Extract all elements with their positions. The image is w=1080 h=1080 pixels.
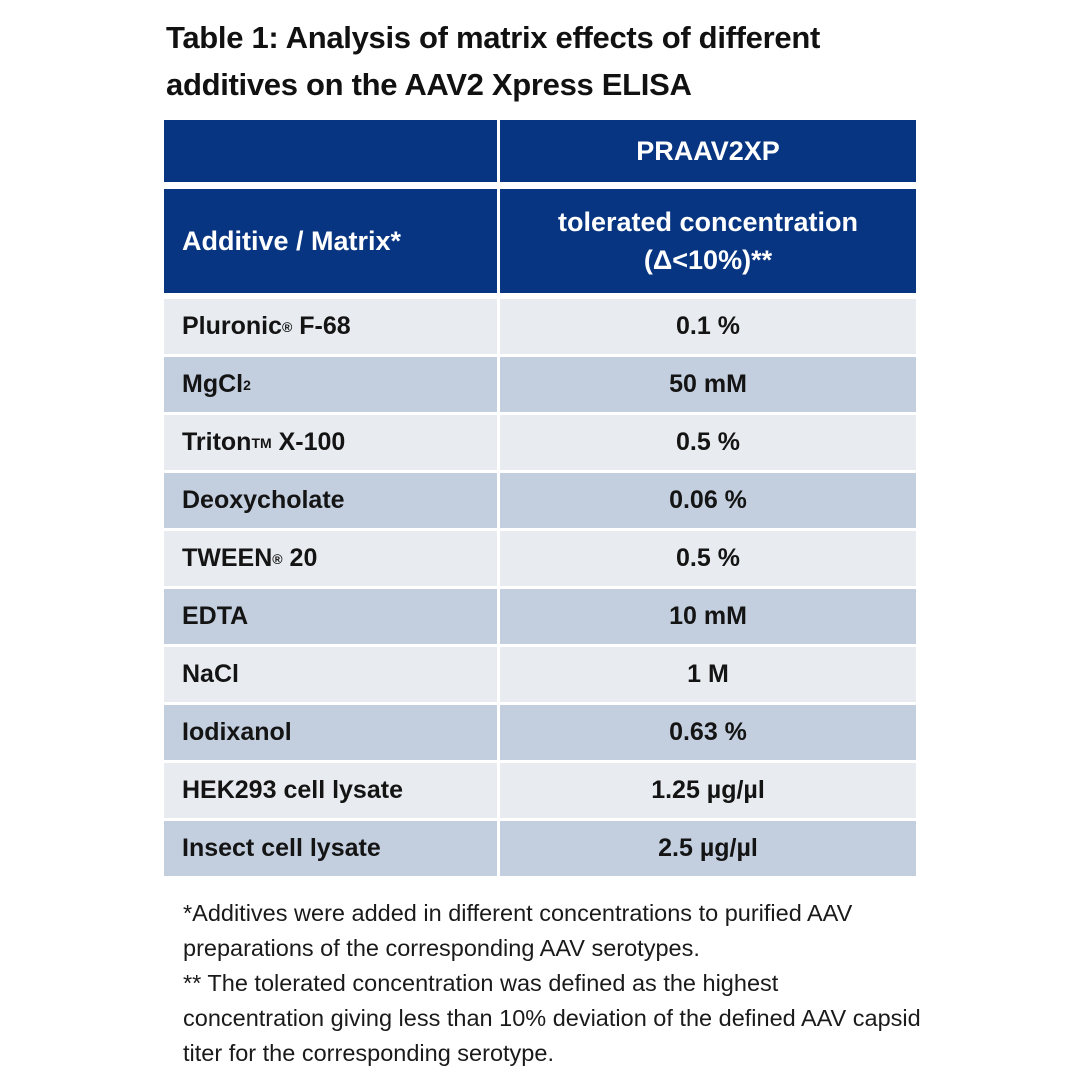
tolerated-concentration-value: 1 M bbox=[500, 647, 916, 702]
table-row: Iodixanol 0.63 % bbox=[164, 705, 916, 760]
table-title: Table 1: Analysis of matrix effects of d… bbox=[166, 14, 926, 108]
tolerated-concentration-value: 0.5 % bbox=[500, 531, 916, 586]
tolerated-concentration-value: 0.06 % bbox=[500, 473, 916, 528]
table-row: EDTA 10 mM bbox=[164, 589, 916, 644]
additive-name: HEK293 cell lysate bbox=[164, 763, 497, 818]
table-row: HEK293 cell lysate 1.25 µg/µl bbox=[164, 763, 916, 818]
tolerated-concentration-value: 2.5 µg/µl bbox=[500, 821, 916, 876]
additive-name: TWEEN ® 20 bbox=[164, 531, 497, 586]
table-row: Deoxycholate 0.06 % bbox=[164, 473, 916, 528]
tolerated-concentration-value: 50 mM bbox=[500, 357, 916, 412]
header-tolerated-concentration: tolerated concentration (Δ<10%)** bbox=[500, 189, 916, 293]
additive-name: EDTA bbox=[164, 589, 497, 644]
additive-name: Pluronic ® F-68 bbox=[164, 299, 497, 354]
footnote-2: ** The tolerated concentration was defin… bbox=[183, 970, 921, 1066]
header-row-columns: Additive / Matrix* tolerated concentrati… bbox=[164, 189, 916, 293]
footnote-1: *Additives were added in different conce… bbox=[183, 900, 853, 961]
header-row-product: PRAAV2XP bbox=[164, 120, 916, 182]
header-empty-cell bbox=[164, 120, 497, 182]
tolerated-concentration-value: 10 mM bbox=[500, 589, 916, 644]
additive-name: NaCl bbox=[164, 647, 497, 702]
additives-table: PRAAV2XP Additive / Matrix* tolerated co… bbox=[164, 120, 916, 879]
table-row: MgCl 2 50 mM bbox=[164, 357, 916, 412]
additive-name: Triton TM X-100 bbox=[164, 415, 497, 470]
table-row: Insect cell lysate 2.5 µg/µl bbox=[164, 821, 916, 876]
table-row: NaCl 1 M bbox=[164, 647, 916, 702]
tolerated-concentration-value: 1.25 µg/µl bbox=[500, 763, 916, 818]
tolerated-concentration-value: 0.1 % bbox=[500, 299, 916, 354]
title-line-2: additives on the AAV2 Xpress ELISA bbox=[166, 67, 692, 102]
table-row: TWEEN ® 20 0.5 % bbox=[164, 531, 916, 586]
table-row: Triton TM X-100 0.5 % bbox=[164, 415, 916, 470]
additive-name: MgCl 2 bbox=[164, 357, 497, 412]
table-row: Pluronic ® F-68 0.1 % bbox=[164, 299, 916, 354]
additive-name: Deoxycholate bbox=[164, 473, 497, 528]
title-line-1: Table 1: Analysis of matrix effects of d… bbox=[166, 20, 820, 55]
additive-name: Iodixanol bbox=[164, 705, 497, 760]
header-product-code: PRAAV2XP bbox=[500, 120, 916, 182]
tolerated-concentration-value: 0.5 % bbox=[500, 415, 916, 470]
additive-name: Insect cell lysate bbox=[164, 821, 497, 876]
tolerated-concentration-value: 0.63 % bbox=[500, 705, 916, 760]
header-additive-matrix: Additive / Matrix* bbox=[164, 189, 497, 293]
footnotes: *Additives were added in different conce… bbox=[183, 896, 923, 1071]
